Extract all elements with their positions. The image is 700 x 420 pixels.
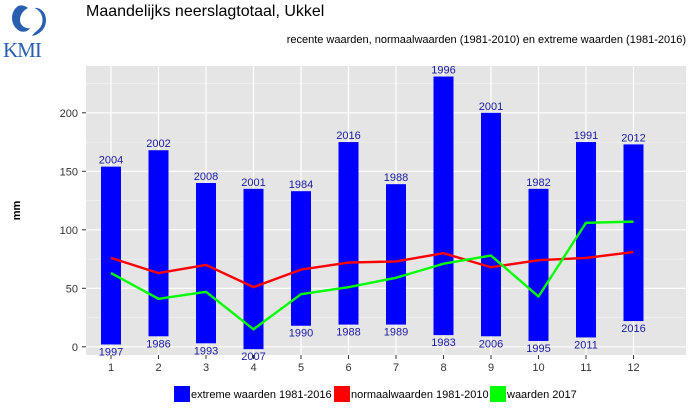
y-tick-label: 100 xyxy=(60,225,78,237)
y-tick-label: 200 xyxy=(60,108,78,120)
min-year-label: 2011 xyxy=(574,339,598,351)
extreme-range-bar xyxy=(433,76,454,336)
y-tick-label: 150 xyxy=(60,166,78,178)
recent-values-line xyxy=(110,220,634,331)
min-year-label: 2007 xyxy=(241,351,265,363)
y-tick-label: 50 xyxy=(66,283,78,295)
x-tick-label: 8 xyxy=(440,362,446,374)
y-tick-label: 0 xyxy=(72,342,78,354)
min-year-label: 2006 xyxy=(479,338,503,350)
legend-swatch xyxy=(174,386,190,402)
extreme-range-bar xyxy=(623,144,644,322)
legend-swatch xyxy=(334,386,350,402)
extreme-range-bar xyxy=(481,112,501,337)
x-tick-label: 10 xyxy=(532,362,544,374)
x-tick-label: 11 xyxy=(580,362,591,374)
x-tick-label: 3 xyxy=(203,362,209,374)
min-year-label: 1983 xyxy=(431,337,455,349)
extreme-range-bar xyxy=(528,188,549,341)
legend-swatch xyxy=(490,386,506,402)
max-year-label: 2012 xyxy=(621,132,645,144)
kmi-logo-text: KMI xyxy=(3,38,42,62)
x-tick-label: 5 xyxy=(298,362,304,374)
chart-subtitle: recente waarden, normaalwaarden (1981-20… xyxy=(286,34,686,46)
max-year-label: 2001 xyxy=(479,101,503,113)
extreme-range-bar xyxy=(338,142,359,325)
max-year-label: 2001 xyxy=(241,177,265,189)
max-year-label: 1982 xyxy=(526,177,550,189)
min-year-label: 1997 xyxy=(99,346,123,358)
legend-label: extreme waarden 1981-2016 xyxy=(191,389,332,401)
min-year-label: 1993 xyxy=(194,345,218,357)
legend-label: waarden 2017 xyxy=(506,389,577,401)
min-year-label: 1989 xyxy=(384,327,408,339)
extreme-range-bar xyxy=(291,191,311,326)
extreme-range-bar xyxy=(101,166,121,345)
max-year-label: 2016 xyxy=(336,130,360,142)
extreme-range-bar xyxy=(148,150,169,337)
chart-title: Maandelijks neerslagtotaal, Ukkel xyxy=(86,3,325,20)
min-year-label: 1988 xyxy=(336,327,360,339)
max-year-label: 1996 xyxy=(431,65,455,77)
extreme-range-bar xyxy=(196,183,216,344)
y-axis-label: mm xyxy=(11,201,23,221)
x-tick-label: 1 xyxy=(108,362,114,374)
max-year-label: 2008 xyxy=(194,171,218,183)
kmi-logo-emblem xyxy=(12,5,46,36)
x-tick-label: 7 xyxy=(393,362,399,374)
max-year-label: 2004 xyxy=(99,155,123,167)
max-year-label: 2002 xyxy=(146,138,170,150)
extreme-range-bar xyxy=(386,184,406,325)
max-year-label: 1991 xyxy=(574,130,598,142)
min-year-label: 1990 xyxy=(289,328,313,340)
x-tick-label: 2 xyxy=(155,362,161,374)
x-tick-label: 6 xyxy=(345,362,351,374)
max-year-label: 1984 xyxy=(289,179,313,191)
kmi-logo xyxy=(12,5,46,36)
legend-label: normaalwaarden 1981-2010 xyxy=(351,389,489,401)
extreme-range-bar xyxy=(243,188,264,350)
max-year-label: 1988 xyxy=(384,172,408,184)
extreme-range-bar xyxy=(576,142,596,338)
min-year-label: 2016 xyxy=(621,323,645,335)
min-year-label: 1995 xyxy=(526,343,550,355)
x-tick-label: 4 xyxy=(250,362,256,374)
x-tick-label: 9 xyxy=(488,362,494,374)
min-year-label: 1986 xyxy=(146,338,170,350)
x-tick-label: 12 xyxy=(627,362,639,374)
normal-values-line xyxy=(110,250,634,289)
